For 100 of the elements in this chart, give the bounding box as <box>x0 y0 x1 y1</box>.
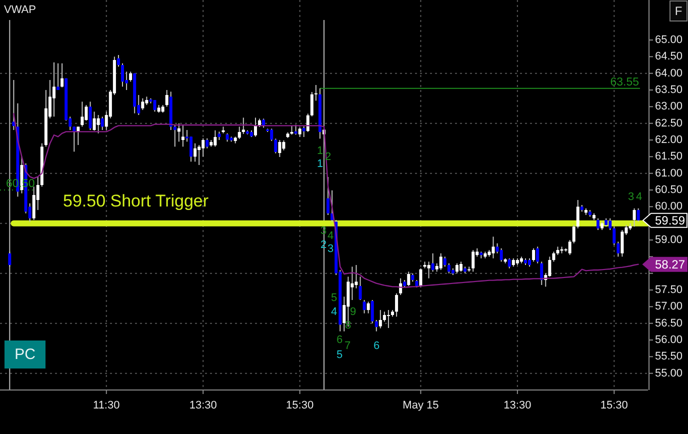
candlestick <box>608 218 612 230</box>
candlestick <box>72 126 76 152</box>
candlestick <box>536 246 540 264</box>
candlestick <box>12 80 16 130</box>
annotation: 4 <box>636 191 642 203</box>
annotation: 9 <box>350 306 356 318</box>
candlestick <box>382 311 386 322</box>
candlestick <box>80 101 84 128</box>
chart-title: VWAP <box>4 4 36 16</box>
candlestick <box>96 114 100 134</box>
candlestick <box>443 256 446 268</box>
y-tick-label: 61.50 <box>655 150 683 163</box>
y-tick-label: 60.00 <box>655 200 683 213</box>
y-tick-label: 57.50 <box>655 284 683 296</box>
ref-line-label: 59.50 Short Trigger <box>63 191 209 210</box>
candlestick <box>632 208 636 228</box>
candlestick <box>129 71 132 82</box>
candlestick <box>431 252 434 272</box>
ref-line-label: 63.55 <box>610 76 639 88</box>
x-tick-label: May 15 <box>402 400 439 412</box>
x-tick-label: 13:30 <box>189 400 217 412</box>
candlestick <box>362 300 366 314</box>
candlestick <box>242 117 245 134</box>
candlestick <box>314 84 318 102</box>
candlestick <box>370 300 374 324</box>
candlestick <box>194 142 197 162</box>
candlestick <box>290 125 294 136</box>
candlestick <box>310 92 314 117</box>
annotation: 1 <box>316 145 324 157</box>
candlestick <box>427 261 430 279</box>
annotation: 5 <box>330 292 338 304</box>
candlestick <box>88 101 92 130</box>
candlestick <box>282 140 286 151</box>
candlestick <box>358 276 362 300</box>
candlestick <box>165 90 168 108</box>
x-tick-label: 15:30 <box>600 400 628 412</box>
candlestick <box>472 250 475 272</box>
annotation: 5 <box>336 349 343 361</box>
candlestick <box>366 301 370 314</box>
annotation: 3 <box>327 243 334 255</box>
candlestick <box>92 111 96 132</box>
candlestick <box>354 264 358 289</box>
text: F <box>674 4 682 18</box>
candlestick <box>419 268 422 288</box>
candlestick <box>8 251 12 268</box>
annotation: 6 <box>373 340 380 352</box>
candlestick <box>206 138 209 149</box>
annotation: 1 <box>316 158 324 170</box>
y-tick-label: 65.00 <box>655 34 683 46</box>
y-tick-label: 57.00 <box>655 300 683 313</box>
candlestick <box>508 258 511 269</box>
candlestick <box>177 122 180 142</box>
candlestick <box>60 62 64 88</box>
annotation: 6 <box>336 334 343 346</box>
y-tick-label: 55.00 <box>655 367 683 380</box>
y-tick-label: 60.50 <box>655 184 683 196</box>
text: 58.27 <box>655 257 686 272</box>
candlestick <box>552 251 556 262</box>
candlestick <box>447 262 450 274</box>
candlestick <box>181 124 184 148</box>
candlestick <box>572 224 576 244</box>
candlestick <box>395 292 398 318</box>
candlestick <box>254 117 257 138</box>
candlestick <box>270 128 274 142</box>
x-tick-label: 13:30 <box>504 400 532 412</box>
candlestick <box>568 240 572 256</box>
annotation: 4 <box>327 230 334 242</box>
candlestick <box>84 104 88 122</box>
candlestick <box>500 248 503 262</box>
candlestick <box>100 116 104 130</box>
candlestick <box>52 62 56 118</box>
y-tick-label: 56.00 <box>655 334 683 346</box>
candlestick <box>386 310 390 328</box>
y-tick-label: 64.00 <box>655 67 683 80</box>
y-tick-label: 61.00 <box>655 167 683 180</box>
candlestick <box>214 130 217 148</box>
annotation: 7 <box>344 340 351 352</box>
candlestick <box>274 138 278 154</box>
annotation: PC <box>14 346 36 363</box>
candlestick <box>612 226 616 246</box>
y-tick-label: 63.50 <box>655 84 683 96</box>
candlestick <box>238 126 241 140</box>
y-tick-label: 62.00 <box>655 134 683 146</box>
candlestick <box>407 271 410 286</box>
x-tick-label: 15:30 <box>286 400 314 412</box>
candlestick <box>141 98 144 110</box>
candlestick <box>616 241 620 258</box>
candlestick <box>540 261 544 286</box>
x-tick-label: 11:30 <box>93 400 120 412</box>
candlestick <box>492 236 495 259</box>
candlestick <box>532 248 536 262</box>
candlestick <box>153 100 156 112</box>
candlestick <box>548 256 552 278</box>
candlestick <box>173 124 176 148</box>
candlestick <box>121 62 124 88</box>
candlestick <box>202 138 205 158</box>
y-tick-label: 63.00 <box>655 100 683 113</box>
candlestick <box>76 126 80 146</box>
candlestick <box>596 218 600 230</box>
candlestick <box>636 208 640 222</box>
